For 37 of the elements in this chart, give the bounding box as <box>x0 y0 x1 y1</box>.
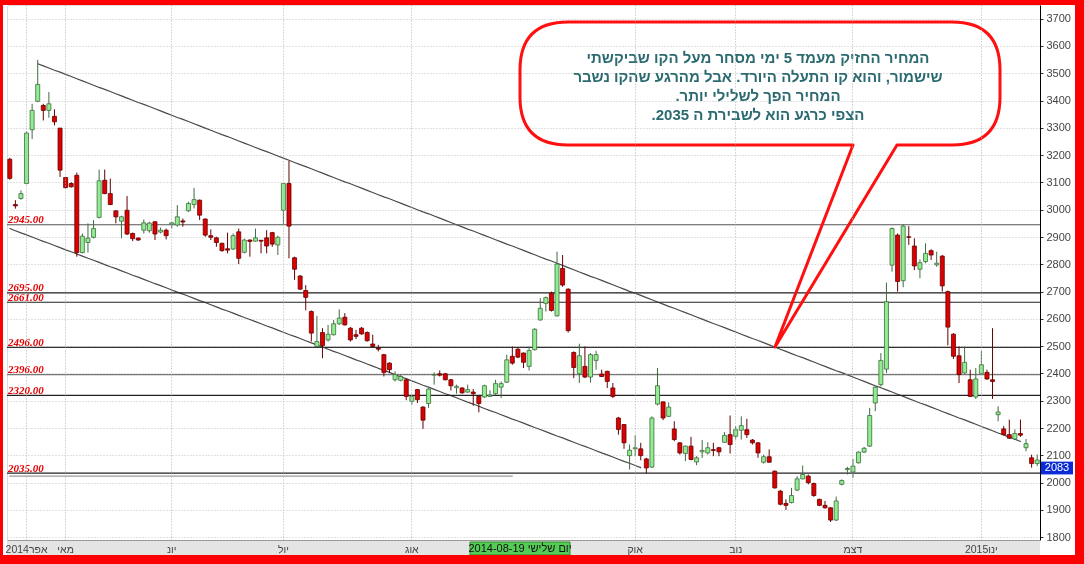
y-tick-label: 3200 <box>1046 148 1071 161</box>
y-tick-label: 1800 <box>1046 530 1071 543</box>
y-tick-label: 1900 <box>1046 503 1071 516</box>
annotation: המחיר החזיק מעמד 5 ימי מסחר מעל הקו שביקשתי שישמור, והוא קו התעלה היורד. אבל מהרגע שהקו נשבר המחיר הפך לשלילי יותר. הצפי כרגע הוא לשבירת ה 2035. <box>573 49 943 123</box>
y-tick-label: 3700 <box>1046 12 1071 25</box>
ref-line-label: 2320.00 <box>7 383 45 396</box>
x-tick-label: אפר2014 <box>5 542 48 555</box>
x-tick-label: יול <box>277 542 289 555</box>
x-tick-label: דצמ <box>843 542 863 555</box>
ref-line-label: 2945.00 <box>7 213 45 226</box>
y-tick-label: 2300 <box>1046 394 1071 407</box>
x-tick-label: מאי <box>57 542 74 555</box>
y-tick-label: 2900 <box>1046 230 1071 243</box>
y-tick-label: 2700 <box>1046 285 1071 298</box>
ref-line-label: 2035.00 <box>7 461 45 474</box>
y-tick-label: 3400 <box>1046 94 1071 107</box>
y-tick-label: 2100 <box>1046 448 1071 461</box>
ref-line-label: 2496.00 <box>7 335 45 348</box>
y-tick-label: 3600 <box>1046 39 1071 52</box>
x-tick-label: אוג <box>404 542 420 555</box>
text: 2014-08-19 יום שלישי <box>468 542 572 554</box>
x-tick-label: אוק <box>627 542 644 555</box>
ref-line-label: 2396.00 <box>7 363 45 376</box>
text: 2083 <box>1044 461 1070 474</box>
x-tick-label: יונ <box>166 542 177 555</box>
y-tick-label: 2000 <box>1046 476 1071 489</box>
y-tick-label: 3300 <box>1046 121 1071 134</box>
y-tick-label: 2200 <box>1046 421 1071 434</box>
y-tick-label: 2400 <box>1046 366 1071 379</box>
y-tick-label: 2800 <box>1046 257 1071 270</box>
x-tick-label: נוב <box>729 542 743 555</box>
y-tick-label: 3100 <box>1046 175 1071 188</box>
y-tick-label: 3000 <box>1046 203 1071 216</box>
y-tick-label: 3500 <box>1046 66 1071 79</box>
y-tick-label: 2600 <box>1046 312 1071 325</box>
y-tick-label: 2500 <box>1046 339 1071 352</box>
x-tick-label: ינו2015 <box>964 542 998 555</box>
